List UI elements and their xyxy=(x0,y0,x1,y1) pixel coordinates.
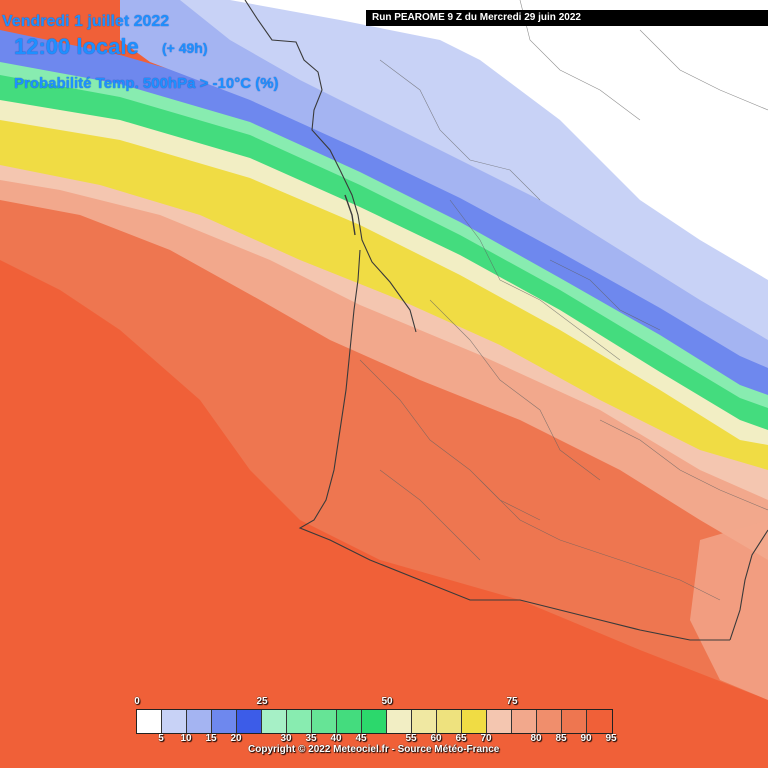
copyright-text: Copyright © 2022 Meteociel.fr - Source M… xyxy=(248,744,500,755)
legend-swatch xyxy=(537,710,562,733)
legend-tick-top: 75 xyxy=(506,696,518,707)
legend-tick-bottom: 30 xyxy=(280,733,292,744)
legend-swatch xyxy=(312,710,337,733)
band-80 xyxy=(0,150,768,500)
legend-tick-top: 25 xyxy=(256,696,268,707)
legend-swatch xyxy=(262,710,287,733)
coastline xyxy=(244,0,768,641)
legend-swatch xyxy=(187,710,212,733)
band-60 xyxy=(0,95,768,445)
band-85 xyxy=(0,160,768,560)
forecast-time: 12:00 locale xyxy=(14,34,139,59)
legend-swatch xyxy=(337,710,362,733)
legend-swatch xyxy=(362,710,387,733)
legend-swatch xyxy=(387,710,412,733)
band-45 xyxy=(0,70,768,430)
region-borders xyxy=(359,0,768,601)
color-legend xyxy=(136,709,613,734)
legend-swatch xyxy=(212,710,237,733)
legend-tick-top: 50 xyxy=(381,696,393,707)
legend-tick-bottom: 80 xyxy=(530,733,542,744)
legend-tick-bottom: 65 xyxy=(455,733,467,744)
band-70 xyxy=(0,110,768,470)
legend-swatch xyxy=(487,710,512,733)
legend-tick-bottom: 5 xyxy=(158,733,164,744)
legend-tick-bottom: 35 xyxy=(305,733,317,744)
forecast-lead-time: (+ 49h) xyxy=(162,40,208,56)
legend-tick-bottom: 60 xyxy=(430,733,442,744)
legend-swatch xyxy=(462,710,487,733)
band-90 xyxy=(0,175,768,700)
band-80-south xyxy=(690,520,768,700)
legend-swatch xyxy=(512,710,537,733)
legend-swatch xyxy=(237,710,262,733)
legend-swatch xyxy=(562,710,587,733)
legend-swatch xyxy=(587,710,612,733)
forecast-date: Vendredi 1 juillet 2022 xyxy=(2,13,170,30)
band-00 xyxy=(230,0,768,280)
legend-tick-bottom: 15 xyxy=(205,733,217,744)
legend-tick-top: 0 xyxy=(134,696,140,707)
band-20 xyxy=(0,30,768,395)
legend-swatch xyxy=(287,710,312,733)
legend-tick-bottom: 85 xyxy=(555,733,567,744)
legend-tick-bottom: 40 xyxy=(330,733,342,744)
run-banner: Run PEAROME 9 Z du Mercredi 29 juin 2022 xyxy=(366,10,768,26)
legend-tick-bottom: 10 xyxy=(180,733,192,744)
legend-swatch xyxy=(412,710,437,733)
legend-swatch xyxy=(437,710,462,733)
legend-swatch xyxy=(137,710,162,733)
legend-tick-bottom: 45 xyxy=(355,733,367,744)
legend-tick-bottom: 95 xyxy=(605,733,617,744)
legend-swatch xyxy=(162,710,187,733)
parameter-title: Probabilité Temp. 500hPa > -10°C (%) xyxy=(14,75,279,92)
legend-tick-bottom: 70 xyxy=(480,733,492,744)
legend-tick-bottom: 90 xyxy=(580,733,592,744)
legend-tick-bottom: 20 xyxy=(230,733,242,744)
legend-tick-bottom: 55 xyxy=(405,733,417,744)
